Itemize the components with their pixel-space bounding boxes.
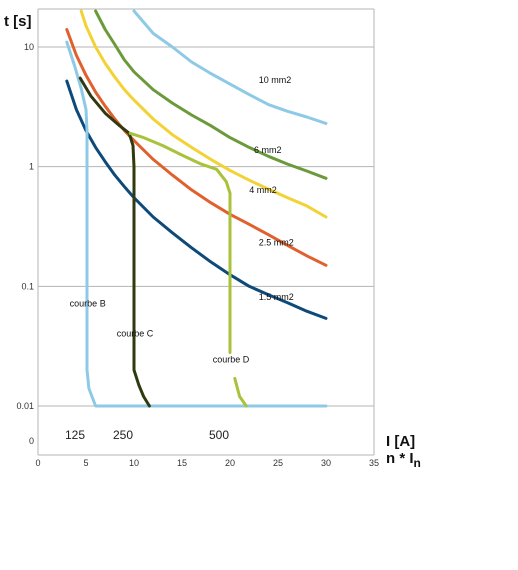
y-tick-label: 0.01	[16, 401, 34, 411]
current-label: 250	[113, 428, 133, 442]
x-axis-title: I [A]	[386, 433, 415, 450]
x-axis-subtitle: n * In	[386, 450, 421, 470]
axes	[37, 8, 375, 456]
series-line-10-mm2	[132, 9, 328, 125]
x-tick-label: 35	[369, 458, 379, 468]
y-tick-label: 0.1	[21, 281, 34, 291]
y-tick-label: 10	[24, 42, 34, 52]
series-label: 6 mm2	[254, 145, 282, 155]
x-tick-label: 30	[321, 458, 331, 468]
x-tick-label: 25	[273, 458, 283, 468]
series-label: courbe C	[117, 329, 154, 339]
series-line-6-mm2	[94, 9, 328, 180]
series-line-4-mm2	[79, 9, 328, 219]
series-label: courbe D	[213, 355, 250, 365]
series-label: 1.5 mm2	[259, 292, 294, 302]
series-line-courbe-b	[65, 40, 328, 408]
x-tick-label: 10	[129, 458, 139, 468]
series-line-courbe-c	[78, 76, 151, 408]
series-line-courbe-d	[128, 131, 232, 354]
series-line-segment-8	[233, 376, 248, 408]
y-axis-title: t [s]	[4, 13, 32, 30]
series-label: courbe B	[70, 298, 106, 308]
current-label: 125	[65, 428, 85, 442]
series-label: 2.5 mm2	[259, 237, 294, 247]
series-label: 4 mm2	[249, 185, 277, 195]
text-marks: 10 1 0.1 0.01 0 0 5 10 15 20 25 30 35 125 250 500 10 mm2…	[4, 13, 421, 470]
x-tick-label: 15	[177, 458, 187, 468]
series-label: 10 mm2	[259, 75, 292, 85]
x-tick-label: 5	[83, 458, 88, 468]
x-tick-label: 0	[35, 458, 40, 468]
series-line-1-5-mm2	[65, 79, 328, 320]
current-label: 500	[209, 428, 229, 442]
y-tick-label: 1	[29, 162, 34, 172]
x-tick-label: 20	[225, 458, 235, 468]
series-line-2-5-mm2	[65, 28, 328, 267]
y-tick-label-zero: 0	[29, 436, 34, 446]
x-axis-subtitle-subscript: n	[414, 456, 421, 470]
series	[65, 9, 328, 408]
